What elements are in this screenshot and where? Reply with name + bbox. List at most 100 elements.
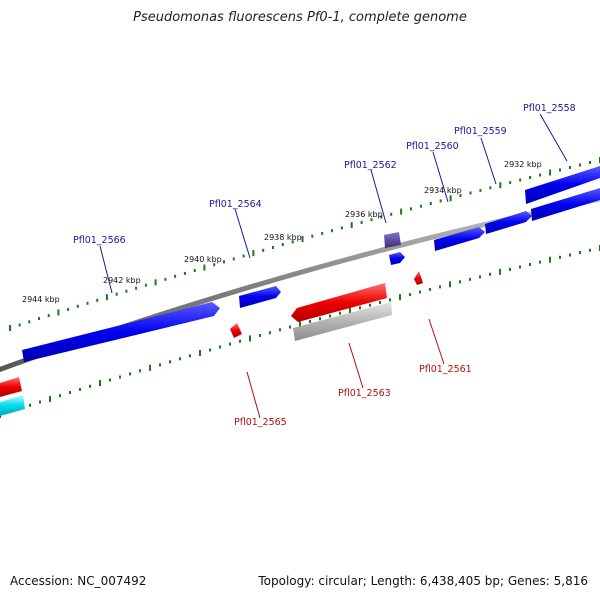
ruler-tick-minor bbox=[459, 280, 461, 284]
ruler-tick-major bbox=[9, 325, 11, 331]
ruler-tick-major bbox=[199, 349, 201, 356]
ruler-tick-minor bbox=[139, 369, 141, 373]
ruler-tick-minor bbox=[519, 265, 521, 269]
ruler-tick-minor bbox=[262, 248, 265, 252]
ruler-tick-minor bbox=[135, 286, 138, 290]
ruler-tick-minor bbox=[232, 257, 235, 261]
ruler-tick-minor bbox=[390, 212, 393, 216]
ruler-tick-minor bbox=[119, 375, 121, 379]
ruler-tick-minor bbox=[89, 384, 91, 388]
ruler-tick-minor bbox=[589, 161, 591, 164]
ruler-tick-minor bbox=[389, 298, 391, 302]
gene-label[interactable]: Pfl01_2558 bbox=[523, 103, 576, 114]
gene-pfl01-2564[interactable] bbox=[239, 286, 281, 308]
ruler-tick-minor bbox=[289, 325, 291, 329]
ruler-tick-minor bbox=[379, 301, 381, 304]
gene-pfl01-2561[interactable] bbox=[414, 271, 423, 285]
ruler-tick-minor bbox=[159, 363, 161, 367]
gene-label[interactable]: Pfl01_2559 bbox=[454, 126, 507, 137]
ruler-tick-minor bbox=[339, 311, 341, 315]
ruler-tick-minor bbox=[340, 226, 343, 230]
ruler-tick-minor bbox=[183, 271, 186, 275]
ruler-tick-minor bbox=[439, 199, 442, 203]
ruler-tick-minor bbox=[213, 263, 216, 267]
ruler-tick-minor bbox=[539, 260, 541, 264]
ruler-tick-minor bbox=[76, 304, 79, 308]
ruler-tick-minor bbox=[489, 272, 491, 276]
ruler-tick-minor bbox=[169, 360, 171, 364]
gene-pfl01-2560[interactable] bbox=[434, 227, 485, 251]
gene-left-cyan[interactable] bbox=[0, 395, 25, 416]
ruler-tick-minor bbox=[579, 163, 581, 167]
ruler-tick-minor bbox=[269, 331, 271, 335]
ruler-tick-minor bbox=[164, 277, 167, 281]
ruler-tick-minor bbox=[331, 229, 333, 233]
ruler-tick-minor bbox=[539, 173, 542, 177]
forward-label-leaders bbox=[99, 113, 568, 294]
ruler-tick-minor bbox=[439, 285, 441, 289]
gene-pfl01-2559[interactable] bbox=[485, 211, 532, 234]
ruler-tick-minor bbox=[419, 290, 421, 294]
ruler-tick-minor bbox=[319, 317, 321, 321]
gene-labels: Pfl01_2558 Pfl01_2559 Pfl01_2560 Pfl01_2… bbox=[73, 103, 576, 428]
ruler-tick-minor bbox=[569, 253, 571, 257]
ruler-tick-minor bbox=[219, 345, 221, 349]
kbp-label: 2938 kbp bbox=[264, 233, 302, 242]
ruler-tick-minor bbox=[189, 354, 191, 358]
ruler-tick-major bbox=[499, 182, 502, 189]
ruler-tick-minor bbox=[59, 394, 61, 398]
kbp-label: 2942 kbp bbox=[103, 276, 141, 285]
ruler-tick-minor bbox=[242, 254, 245, 258]
ruler-tick-minor bbox=[47, 314, 50, 318]
ruler-tick-minor bbox=[18, 323, 21, 327]
forward-strand-genes bbox=[22, 166, 600, 362]
gene-label[interactable]: Pfl01_2563 bbox=[338, 388, 391, 399]
gene-label[interactable]: Pfl01_2565 bbox=[234, 417, 287, 428]
ruler-tick-minor bbox=[291, 240, 294, 244]
gene-pfl01-2565[interactable] bbox=[230, 323, 242, 338]
ruler-tick-minor bbox=[272, 246, 274, 249]
gene-label[interactable]: Pfl01_2566 bbox=[73, 235, 126, 246]
gene-label[interactable]: Pfl01_2564 bbox=[209, 199, 262, 210]
ruler-tick-minor bbox=[281, 243, 284, 247]
gene-pfl01-2563-pseudo[interactable] bbox=[293, 302, 392, 341]
ruler-tick-major bbox=[549, 256, 551, 263]
gene-pfl01-2566[interactable] bbox=[22, 302, 220, 362]
gene-pfl01-2563[interactable] bbox=[291, 283, 387, 322]
gene-pfl01-2562-selected[interactable] bbox=[384, 232, 401, 248]
ruler-tick-minor bbox=[79, 387, 81, 391]
ruler-tick-minor bbox=[69, 391, 71, 394]
ruler-tick-minor bbox=[380, 215, 383, 219]
ruler-tick-minor bbox=[329, 314, 331, 318]
ruler-tick-minor bbox=[519, 178, 522, 182]
ruler-tick-major bbox=[400, 208, 403, 215]
map-title: Pseudomonas fluorescens Pf0-1, complete … bbox=[133, 10, 467, 25]
gene-label[interactable]: Pfl01_2561 bbox=[419, 364, 472, 375]
gene-pfl01-2557[interactable] bbox=[531, 188, 600, 221]
genome-summary: Topology: circular; Length: 6,438,405 bp… bbox=[258, 574, 588, 588]
gene-pfl01-2558[interactable] bbox=[525, 166, 600, 204]
gene-label[interactable]: Pfl01_2560 bbox=[406, 141, 459, 152]
ruler-tick-major bbox=[203, 264, 206, 271]
gene-label[interactable]: Pfl01_2562 bbox=[344, 160, 397, 171]
ruler-labels: 2932 kbp 2934 kbp 2936 kbp 2938 kbp 2940… bbox=[22, 160, 542, 304]
ruler-tick-minor bbox=[96, 298, 99, 302]
ruler-tick-minor bbox=[370, 218, 373, 222]
ruler-tick-minor bbox=[179, 357, 181, 361]
ruler-tick-major bbox=[299, 321, 301, 328]
ruler-tick-minor bbox=[409, 293, 411, 297]
ruler-tick-minor bbox=[321, 231, 324, 235]
gene-pfl01-2562[interactable] bbox=[389, 252, 405, 265]
ruler-tick-major bbox=[399, 294, 401, 301]
ruler-tick-major bbox=[252, 250, 255, 257]
kbp-label: 2934 kbp bbox=[424, 186, 462, 195]
gene-left-red[interactable] bbox=[0, 377, 22, 397]
ruler-tick-minor bbox=[469, 277, 471, 281]
ruler-tick-minor bbox=[39, 400, 41, 404]
ruler-tick-minor bbox=[529, 176, 532, 179]
ruler-tick-minor bbox=[479, 275, 481, 279]
ruler-tick-minor bbox=[239, 339, 241, 343]
ruler-tick-major bbox=[99, 380, 101, 387]
